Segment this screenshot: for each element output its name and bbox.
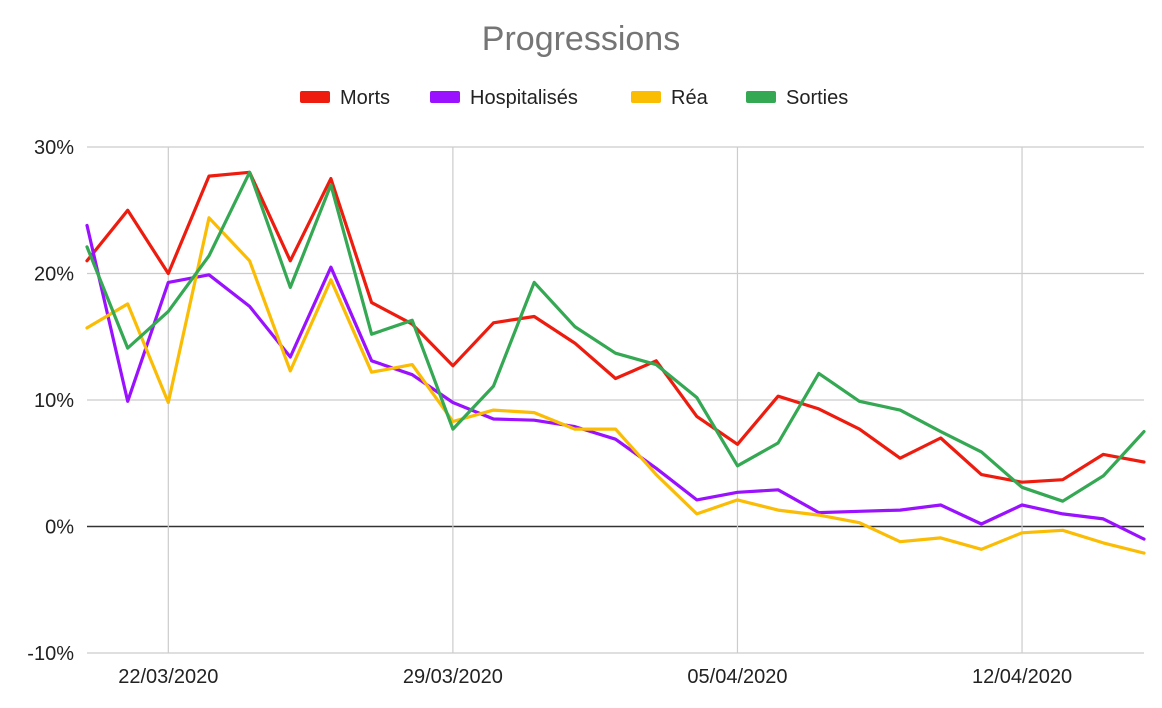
legend-swatch bbox=[631, 91, 661, 103]
legend-swatch bbox=[746, 91, 776, 103]
series-line-sorties bbox=[85, 170, 1146, 503]
y-tick-label: 20% bbox=[34, 264, 74, 286]
y-tick-label: 30% bbox=[34, 137, 74, 159]
chart-title: Progressions bbox=[482, 20, 680, 58]
x-tick-label: 22/03/2020 bbox=[118, 666, 218, 688]
legend-label: Morts bbox=[340, 87, 390, 109]
y-tick-label: -10% bbox=[27, 643, 74, 665]
y-axis-ticks: 30% 20% 10% 0% -10% bbox=[27, 137, 74, 665]
x-axis-ticks: 22/03/2020 29/03/2020 05/04/2020 12/04/2020 bbox=[118, 666, 1072, 688]
y-tick-label: 10% bbox=[34, 390, 74, 412]
x-tick-label: 12/04/2020 bbox=[972, 666, 1072, 688]
legend-label: Réa bbox=[671, 87, 709, 109]
legend-label: Sorties bbox=[786, 87, 848, 109]
y-tick-label: 0% bbox=[45, 517, 74, 539]
x-tick-label: 29/03/2020 bbox=[403, 666, 503, 688]
legend-label: Hospitalisés bbox=[470, 87, 578, 109]
series-line-morts bbox=[85, 170, 1146, 484]
series-lines bbox=[85, 170, 1146, 555]
legend-swatch bbox=[300, 91, 330, 103]
series-line-hospitalisés bbox=[85, 223, 1146, 541]
legend: Morts Hospitalisés Réa Sorties bbox=[300, 87, 848, 109]
x-tick-label: 05/04/2020 bbox=[687, 666, 787, 688]
series-line-réa bbox=[85, 216, 1146, 555]
gridlines bbox=[87, 146, 1144, 654]
legend-swatch bbox=[430, 91, 460, 103]
